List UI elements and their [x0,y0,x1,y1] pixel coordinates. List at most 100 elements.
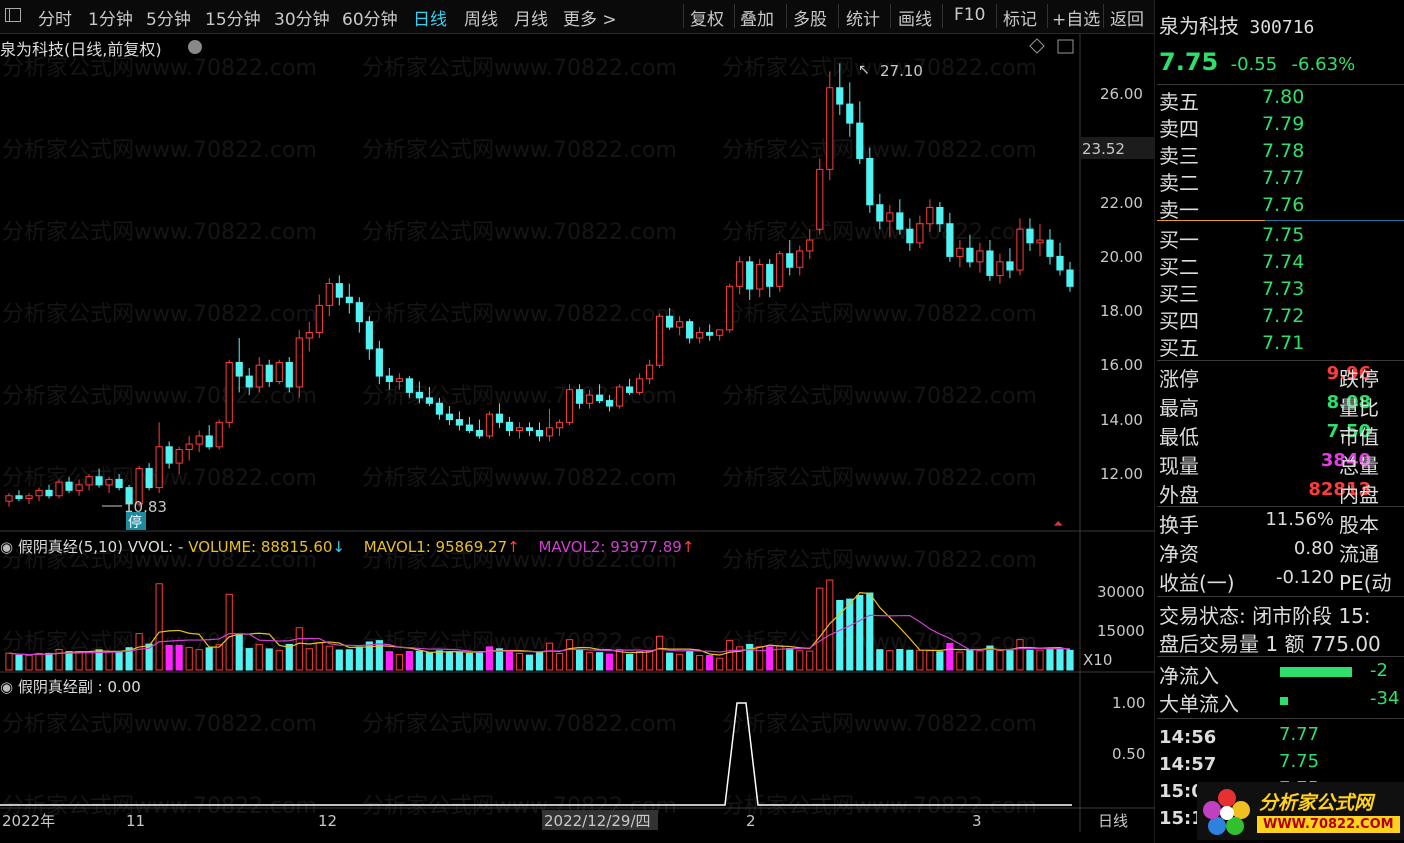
svg-text:分析家公式网www.70822.com: 分析家公式网www.70822.com [362,712,677,737]
trade-status: 交易状态: 闭市阶段 15: [1159,604,1371,628]
candle-body [686,321,694,339]
volume-bar [415,650,423,671]
kline-chart[interactable]: 分析家公式网www.70822.com 分析家公式网www.70822.com 分析… [0,0,1155,843]
tab-1min[interactable]: 1分钟 [88,10,133,30]
tab-daily[interactable]: 日线 [413,10,447,30]
ask-label: 卖五 [1159,90,1199,114]
volume-bar [585,652,594,671]
candle-body [886,212,894,222]
bid-row: 买五 7.71 [1159,332,1304,361]
candle-body [816,168,824,230]
tab-weekly[interactable]: 周线 [464,10,498,30]
volume-bar [375,640,383,671]
panel-icon[interactable] [1057,39,1074,54]
f10-button[interactable]: F10 [954,5,986,25]
x-label-11: 11 [126,812,145,830]
volume-bar [736,646,744,671]
ask-price: 7.80 [1262,86,1305,108]
fuquan-button[interactable]: 复权 [690,10,724,30]
candle-body [465,424,474,431]
candle-body [65,481,73,491]
candle-body [676,321,684,328]
bid-label: 买四 [1159,309,1199,333]
volume-bar [605,653,614,671]
net-inflow-bar [1280,667,1352,677]
volume-bar [335,649,343,671]
volume-bar [816,587,824,671]
volume-bar [195,649,203,671]
add-watchlist-button[interactable]: +自选 [1052,10,1101,30]
bid-row: 买四 7.72 [1159,305,1304,334]
window-icon[interactable] [5,8,21,22]
candle-body [265,364,273,383]
volume-bar [676,653,684,671]
volume-bar [786,647,794,671]
svg-text:分析家公式网www.70822.com: 分析家公式网www.70822.com [362,302,677,327]
mavol1-value: MAVOL1: 95869.27 [363,538,508,556]
candle-body [15,495,23,499]
volume-bar [295,627,303,671]
volume-bar [315,642,323,671]
candle-body [906,228,914,244]
ask-price: 7.77 [1262,167,1305,189]
big-inflow-bar [1280,697,1288,705]
mark-button[interactable]: 标记 [1003,10,1037,30]
candle-body [395,378,403,383]
volume-bar [225,593,233,671]
multi-stock-button[interactable]: 多股 [793,10,827,30]
svg-text:分析家公式网www.70822.com: 分析家公式网www.70822.com [2,56,317,81]
volume-bar [645,649,654,671]
tab-5min[interactable]: 5分钟 [146,10,191,30]
candle-body [215,421,223,448]
price-tick-26: 26.00 [1100,85,1143,103]
svg-text:分析家公式网www.70822.com: 分析家公式网www.70822.com [362,220,677,245]
tab-15min[interactable]: 15分钟 [205,10,261,30]
volume-bar [966,649,974,671]
price-tick-12: 12.00 [1100,465,1143,483]
candle-body [35,489,43,497]
bid-label: 买三 [1159,282,1199,306]
tab-30min[interactable]: 30分钟 [274,10,330,30]
candle-body [385,375,393,383]
price-tick-20: 20.00 [1100,248,1143,266]
volume-bar [395,654,403,671]
tab-60min[interactable]: 60分钟 [342,10,398,30]
up-arrow-icon: ⏶ [1053,517,1063,532]
back-button[interactable]: 返回 [1110,10,1144,30]
candle-body [435,402,444,415]
candle-body [716,329,724,336]
candle-body [746,261,754,290]
candle-body [335,283,343,298]
tab-fenshi[interactable]: 分时 [38,10,72,30]
price-tick-16: 16.00 [1100,356,1143,374]
overlay-button[interactable]: 叠加 [740,10,774,30]
candle-body [5,495,13,502]
svg-text:分析家公式网www.70822.com: 分析家公式网www.70822.com [2,794,317,819]
candle-body [726,285,734,331]
volume-bar [285,643,293,671]
candle-body [776,253,784,287]
eye-icon[interactable] [188,40,202,54]
volume-bar [1026,649,1034,671]
volume-bar [105,651,113,671]
diamond-icon[interactable] [1029,38,1045,54]
candle-body [585,394,594,404]
volume-bar [796,650,804,671]
candle-body [245,375,253,388]
last-price: 7.75 [1159,48,1219,76]
svg-text:分析家公式网www.70822.com: 分析家公式网www.70822.com [362,56,677,81]
volume-bar [635,650,644,671]
candle-body [645,364,654,380]
candle-body [155,446,163,489]
candle-body [45,489,53,497]
stats-button[interactable]: 统计 [846,10,880,30]
candle-body [756,264,764,290]
volume-bar [405,650,413,671]
volume-bar [305,648,313,671]
tab-monthly[interactable]: 月线 [514,10,548,30]
draw-button[interactable]: 画线 [898,10,932,30]
logo-url: WWW.70822.COM [1257,816,1400,833]
tab-more[interactable]: 更多 > [563,10,617,30]
candle-body [185,443,193,451]
tick-row: 14:57 7.75 [1159,751,1320,775]
